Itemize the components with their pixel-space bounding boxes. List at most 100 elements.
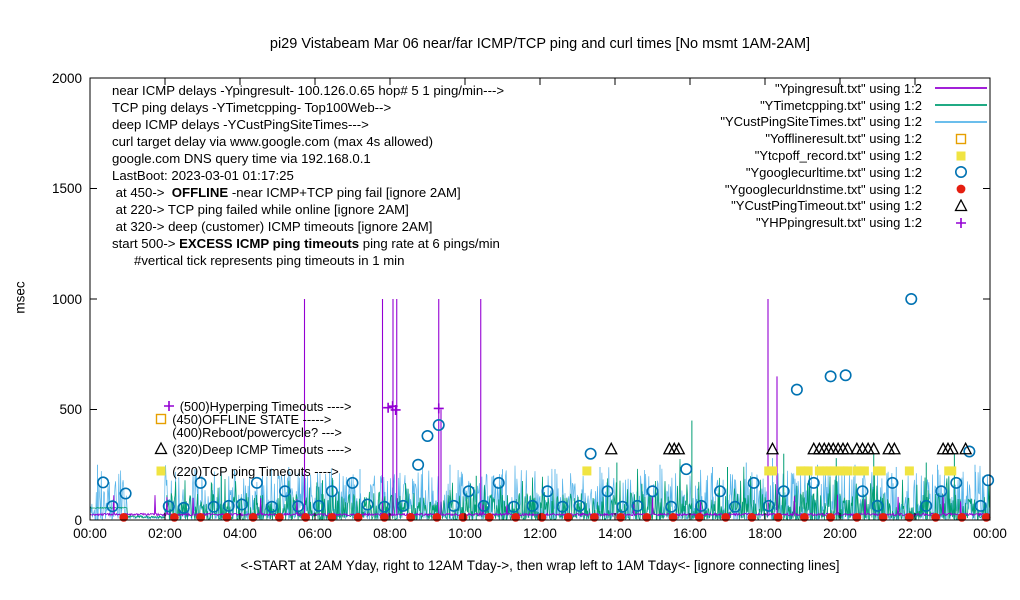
y-tick-label: 0 bbox=[74, 512, 82, 528]
legend-label: "Ygooglecurldnstime.txt" using 1:2 bbox=[724, 181, 922, 197]
x-axis-label: <-START at 2AM Yday, right to 12AM Tday-… bbox=[240, 558, 840, 573]
open-circle-icon bbox=[265, 500, 278, 513]
note-text: -near ICMP+TCP ping fail [ignore 2AM] bbox=[228, 185, 461, 200]
open-circle-icon bbox=[856, 485, 869, 498]
filled-square-icon bbox=[904, 466, 914, 476]
open-triangle-icon bbox=[882, 441, 896, 455]
legend-row-tcp-off: "Ytcpoff_record.txt" using 1:2 bbox=[720, 147, 990, 164]
open-circle-icon bbox=[616, 500, 629, 513]
x-tick-label: 12:00 bbox=[523, 526, 557, 541]
open-circle-icon bbox=[680, 463, 693, 476]
spacer-icon bbox=[153, 425, 169, 441]
y-tick-label: 1500 bbox=[51, 181, 82, 196]
y-axis-label: msec bbox=[12, 281, 28, 314]
x-tick-label: 10:00 bbox=[448, 526, 482, 541]
note-text: at 220-> TCP ping failed while online [i… bbox=[112, 202, 409, 217]
note-line: TCP ping delays -YTimetcpping- Top100Web… bbox=[112, 99, 504, 116]
legend-row-tcp-ping: "YTimetcpping.txt" using 1:2 bbox=[720, 97, 990, 114]
filled-square-icon bbox=[582, 466, 592, 476]
open-circle-icon bbox=[728, 500, 741, 513]
open-circle-icon bbox=[278, 485, 291, 498]
legend-label: "Ygooglecurltime.txt" using 1:2 bbox=[745, 164, 922, 180]
x-tick-label: 22:00 bbox=[898, 526, 932, 541]
note-emphasis: OFFLINE bbox=[171, 185, 229, 200]
note-line: near ICMP delays -Ypingresult- 100.126.0… bbox=[112, 82, 504, 99]
legend-row-near-icmp: "Ypingresult.txt" using 1:2 bbox=[720, 80, 990, 97]
deep-icmp-marker-icon bbox=[935, 121, 987, 123]
open-circle-icon bbox=[235, 498, 248, 511]
open-circle-icon bbox=[871, 499, 884, 512]
open-triangle-icon bbox=[855, 441, 870, 455]
open-circle-icon bbox=[950, 476, 963, 489]
open-circle-icon bbox=[665, 500, 678, 513]
open-circle-icon bbox=[462, 485, 475, 498]
note-text: at 320-> deep (customer) ICMP timeouts [… bbox=[112, 219, 433, 234]
x-tick-label: 00:00 bbox=[973, 526, 1007, 541]
x-tick-label: 16:00 bbox=[673, 526, 707, 541]
y-tick-label: 2000 bbox=[51, 70, 82, 86]
note-line: google.com DNS query time via 192.168.0.… bbox=[112, 150, 504, 167]
note-text: LastBoot: 2023-03-01 01:17:25 bbox=[112, 168, 294, 183]
open-circle-icon bbox=[292, 500, 305, 513]
x-tick-label: 06:00 bbox=[298, 526, 332, 541]
filled-square-icon bbox=[803, 466, 813, 476]
legend-label: "Ytcpoff_record.txt" using 1:2 bbox=[754, 148, 922, 164]
open-triangle-icon bbox=[154, 441, 168, 455]
note-text: near ICMP delays -Ypingresult- 100.126.0… bbox=[112, 83, 505, 98]
x-tick-label: 14:00 bbox=[598, 526, 632, 541]
open-circle-icon bbox=[646, 485, 659, 498]
note-line: at 450-> OFFLINE -near ICMP+TCP ping fai… bbox=[112, 184, 504, 201]
note-emphasis: EXCESS ICMP ping timeouts bbox=[179, 236, 360, 251]
open-circle-icon bbox=[361, 498, 374, 511]
filled-square-icon bbox=[768, 466, 777, 476]
open-triangle-icon bbox=[850, 441, 864, 455]
open-circle-icon bbox=[584, 447, 597, 460]
event-label-text: (400)Reboot/powercycle? ---> bbox=[172, 425, 342, 441]
legend-label: "Ypingresult.txt" using 1:2 bbox=[774, 80, 922, 96]
x-tick-label: 08:00 bbox=[373, 526, 407, 541]
open-circle-icon bbox=[747, 476, 760, 489]
x-tick-label: 00:00 bbox=[73, 526, 107, 541]
open-circle-icon bbox=[492, 476, 505, 489]
open-triangle-icon bbox=[945, 441, 960, 455]
note-text: TCP ping delays -YTimetcpping- Top100Web… bbox=[112, 100, 392, 115]
legend-row-dns-time: "Ygooglecurldnstime.txt" using 1:2 bbox=[720, 181, 990, 198]
legend-label: "YTimetcpping.txt" using 1:2 bbox=[760, 97, 922, 113]
event-label: (450)OFFLINE STATE -----> bbox=[153, 411, 331, 427]
event-label-text: (500)Hyperping Timeouts ----> bbox=[179, 398, 352, 414]
event-label-text: (450)OFFLINE STATE -----> bbox=[172, 411, 332, 427]
note-text: google.com DNS query time via 192.168.0.… bbox=[112, 151, 371, 166]
open-circle-icon bbox=[920, 499, 933, 512]
open-triangle-icon bbox=[867, 441, 881, 455]
event-label-text: (220)TCP ping Timeouts ----> bbox=[172, 463, 339, 479]
open-triangle-icon bbox=[765, 441, 780, 455]
curl-time-marker-icon bbox=[954, 166, 967, 179]
filled-circle-icon bbox=[956, 184, 966, 194]
open-circle-icon bbox=[421, 430, 434, 443]
open-triangle-icon bbox=[807, 441, 821, 455]
event-label: (320)Deep ICMP Timeouts ----> bbox=[153, 441, 352, 457]
open-square-icon bbox=[156, 414, 167, 425]
open-circle-icon bbox=[556, 500, 569, 513]
open-circle-icon bbox=[790, 383, 803, 396]
note-line: deep ICMP delays -YCustPingSiteTimes---> bbox=[112, 116, 504, 133]
open-circle-icon bbox=[935, 485, 948, 498]
x-tick-label: 04:00 bbox=[223, 526, 257, 541]
open-square-icon bbox=[955, 133, 967, 144]
open-triangle-icon bbox=[604, 441, 618, 455]
y-tick-label: 500 bbox=[59, 402, 82, 417]
open-circle-icon bbox=[477, 499, 490, 512]
filled-square-icon bbox=[829, 466, 839, 476]
y-tick-label: 1000 bbox=[51, 291, 82, 307]
open-square-icon bbox=[156, 414, 167, 425]
open-circle-icon bbox=[963, 445, 976, 458]
note-text: curl target delay via www.google.com (ma… bbox=[112, 134, 434, 149]
legend: "Ypingresult.txt" using 1:2 "YTimetcpping… bbox=[720, 80, 990, 231]
note-text: start 500-> bbox=[112, 236, 180, 251]
open-triangle-icon bbox=[154, 441, 168, 455]
note-line: curl target delay via www.google.com (ma… bbox=[112, 133, 504, 150]
open-circle-icon bbox=[312, 499, 325, 512]
plus-icon bbox=[163, 401, 174, 412]
